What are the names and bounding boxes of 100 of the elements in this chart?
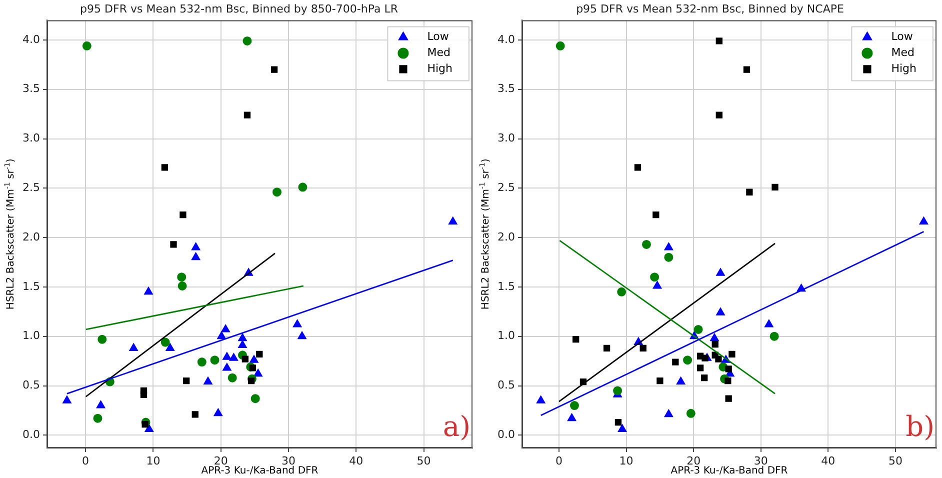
point xyxy=(567,413,576,422)
point xyxy=(618,424,627,432)
x-axis-title: APR-3 Ku-/Ka-Band DFR xyxy=(201,466,318,477)
point xyxy=(676,376,686,385)
x-tick-label: 40 xyxy=(349,454,364,468)
point xyxy=(62,396,72,404)
point xyxy=(664,242,674,250)
point xyxy=(144,286,153,295)
point xyxy=(170,241,177,248)
point xyxy=(191,242,200,250)
point xyxy=(178,281,187,290)
y-tick-label: 2.5 xyxy=(22,181,40,194)
legend-label: Low xyxy=(891,30,913,44)
y-tick-label: 1.5 xyxy=(498,280,515,293)
point xyxy=(716,268,725,276)
x-tick-label: 0 xyxy=(556,454,563,468)
y-tick-label: 1.0 xyxy=(22,329,40,342)
point xyxy=(696,364,704,372)
point xyxy=(191,252,200,260)
point xyxy=(712,340,718,348)
legend-label: Low xyxy=(427,30,449,44)
x-tick-label: 20 xyxy=(214,454,228,468)
point xyxy=(250,394,260,404)
point xyxy=(270,66,278,73)
y-tick-label: 1.0 xyxy=(498,329,515,342)
x-tick-label: 20 xyxy=(686,454,701,468)
point xyxy=(96,400,106,408)
point xyxy=(686,408,696,418)
x-tick-label: 0 xyxy=(82,454,90,468)
point xyxy=(229,353,238,361)
point xyxy=(298,331,306,340)
point xyxy=(160,338,170,347)
point xyxy=(98,334,107,344)
point xyxy=(556,41,565,50)
point xyxy=(140,391,148,398)
point xyxy=(772,184,778,190)
y-tick-label: 2.0 xyxy=(498,230,515,244)
point xyxy=(764,320,774,328)
y-tick-label: 0.0 xyxy=(22,428,40,442)
point xyxy=(249,364,256,372)
y-tick-label: 0.5 xyxy=(498,378,515,392)
point xyxy=(614,418,622,426)
point xyxy=(242,356,249,362)
point xyxy=(672,358,679,366)
point xyxy=(728,350,736,358)
y-tick-label: 0.0 xyxy=(498,428,515,442)
chart-title: p95 DFR vs Mean 532-nm Bsc, Binned by NCAPE xyxy=(576,2,844,16)
point xyxy=(572,336,580,343)
point xyxy=(177,272,186,282)
point xyxy=(166,343,175,351)
y-tick-label: 0.5 xyxy=(22,378,40,392)
y-tick-label: 4.0 xyxy=(498,32,515,46)
point xyxy=(919,216,928,224)
y-tick-label: 4.0 xyxy=(22,32,40,46)
point xyxy=(204,376,212,385)
legend-label: High xyxy=(427,62,453,76)
point xyxy=(536,396,546,404)
point xyxy=(192,411,198,418)
y-tick-label: 3.5 xyxy=(22,82,40,96)
y-tick-label: 3.5 xyxy=(498,82,515,96)
point xyxy=(694,324,703,334)
point xyxy=(250,355,258,363)
point xyxy=(448,216,458,224)
point xyxy=(617,287,626,296)
y-tick-label: 1.5 xyxy=(22,280,40,293)
y-tick-label: 2.5 xyxy=(498,181,515,194)
point xyxy=(180,212,186,218)
x-tick-label: 50 xyxy=(416,454,431,468)
point xyxy=(683,356,692,365)
point xyxy=(254,368,262,377)
point xyxy=(242,36,252,46)
point xyxy=(724,377,732,384)
y-tick-label: 3.0 xyxy=(22,132,40,145)
point xyxy=(210,356,220,365)
point xyxy=(652,280,662,289)
chart-title: p95 DFR vs Mean 532-nm Bsc, Binned by 850-700-hPa LR xyxy=(80,2,398,16)
point xyxy=(129,343,138,351)
point xyxy=(82,41,92,50)
point xyxy=(214,408,223,416)
point xyxy=(272,188,282,197)
point xyxy=(142,420,148,428)
point xyxy=(716,112,722,118)
annotation: a) xyxy=(442,410,470,443)
point xyxy=(570,401,579,410)
x-tick-label: 30 xyxy=(754,454,768,468)
point xyxy=(743,66,750,73)
point xyxy=(256,350,263,358)
point xyxy=(238,340,247,348)
x-tick-label: 40 xyxy=(821,454,836,468)
point xyxy=(656,377,664,384)
point xyxy=(613,386,622,396)
point xyxy=(197,358,206,367)
legend-label: Med xyxy=(891,46,914,60)
point xyxy=(217,331,226,340)
point xyxy=(650,272,660,282)
point xyxy=(716,308,725,316)
point xyxy=(603,344,610,352)
point xyxy=(664,252,674,262)
point xyxy=(770,332,779,341)
point xyxy=(144,424,154,432)
